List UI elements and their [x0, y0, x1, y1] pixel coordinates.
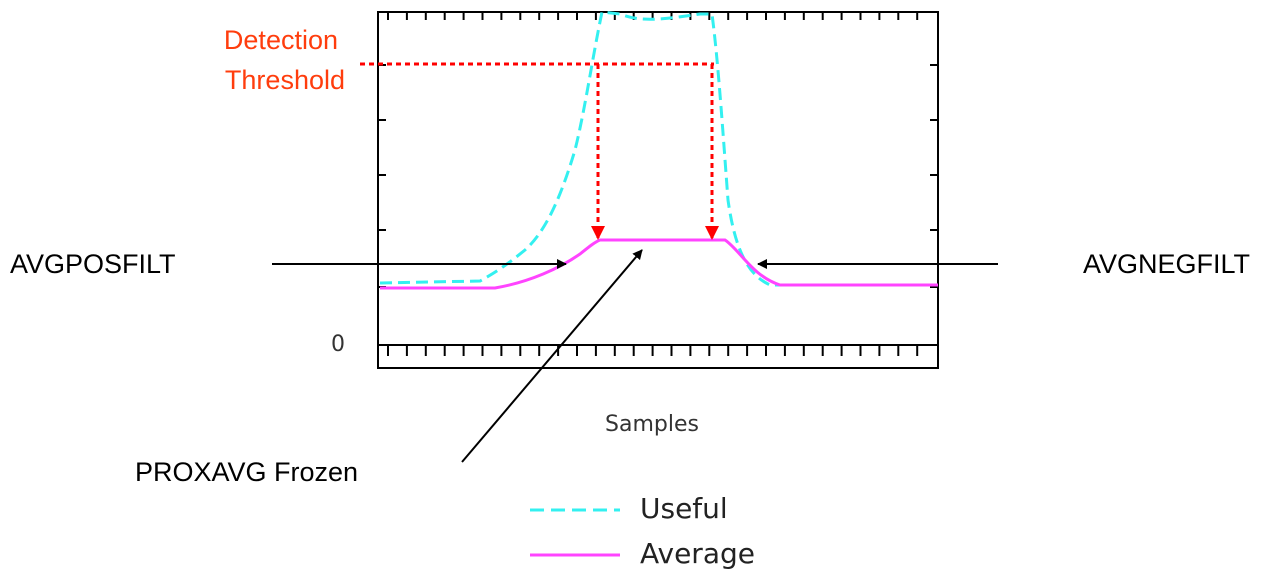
threshold: [360, 62, 719, 240]
avgnegfilt-label: AVGNEGFILT: [1083, 249, 1250, 279]
threshold-label: Detection: [224, 25, 338, 55]
annotation-arrows: [272, 249, 998, 463]
legend-entry: Average: [640, 537, 755, 570]
plot-frame: [377, 11, 939, 369]
frozen-label: PROXAVG Frozen: [135, 457, 358, 487]
zero-label: 0: [331, 332, 345, 357]
legend-entry: Useful: [640, 492, 728, 525]
x-axis-label: Samples: [605, 412, 699, 437]
ticks: [378, 12, 938, 356]
average-curve: [380, 238, 938, 290]
avgposfilt-label: AVGPOSFILT: [10, 249, 176, 279]
threshold-label: Threshold: [225, 65, 345, 95]
useful-curve: [379, 10, 938, 287]
